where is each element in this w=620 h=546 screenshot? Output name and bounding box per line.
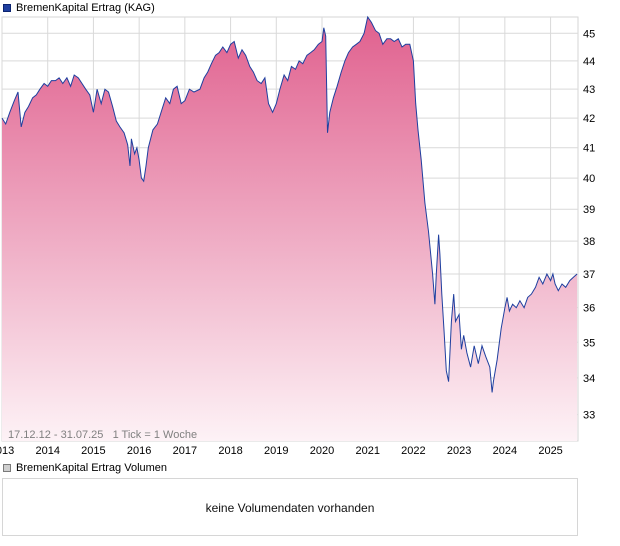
y-tick-label: 42 [583,113,595,125]
price-legend-swatch [3,4,11,12]
y-axis-ticks: 33 34 35 36 37 38 39 40 41 42 43 44 45 [583,28,595,421]
y-tick-label: 45 [583,28,595,40]
y-tick-label: 39 [583,204,595,216]
volume-panel: keine Volumendaten vorhanden [2,478,578,536]
volume-legend: BremenKapital Ertrag Volumen [3,461,167,475]
x-tick-label: 2023 [447,445,471,457]
x-tick-label: 2016 [127,445,151,457]
y-tick-label: 36 [583,303,595,315]
y-tick-label: 34 [583,373,595,385]
x-axis-ticks: 2013 2014 2015 2016 2017 2018 2019 2020 2021 2022… [0,445,563,457]
x-tick-label: 2024 [493,445,517,457]
x-tick-label: 2021 [355,445,379,457]
x-tick-label: 2020 [310,445,334,457]
price-area [2,17,578,441]
y-tick-label: 35 [583,337,595,349]
x-tick-label: 2015 [81,445,105,457]
x-tick-label: 2014 [35,445,59,457]
x-tick-label: 2019 [264,445,288,457]
x-tick-label: 2017 [173,445,197,457]
price-line [1,15,578,393]
x-tick-label: 2013 [0,445,14,457]
y-tick-label: 33 [583,410,595,422]
price-legend-label: BremenKapital Ertrag (KAG) [16,2,155,14]
x-tick-label: 2018 [218,445,242,457]
y-tick-label: 40 [583,173,595,185]
price-legend: BremenKapital Ertrag (KAG) [3,1,155,15]
y-tick-label: 37 [583,269,595,281]
volume-legend-label: BremenKapital Ertrag Volumen [16,462,168,474]
volume-empty-message: keine Volumendaten vorhanden [205,501,375,515]
x-tick-label: 2022 [401,445,425,457]
chart-info-text: 17.12.12 - 31.07.25 1 Tick = 1 Woche [8,429,197,441]
y-tick-label: 44 [583,56,595,68]
y-tick-label: 43 [583,84,595,96]
y-tick-label: 41 [583,143,595,155]
volume-legend-swatch [3,464,11,472]
y-tick-label: 38 [583,236,595,248]
x-tick-label: 2025 [538,445,562,457]
